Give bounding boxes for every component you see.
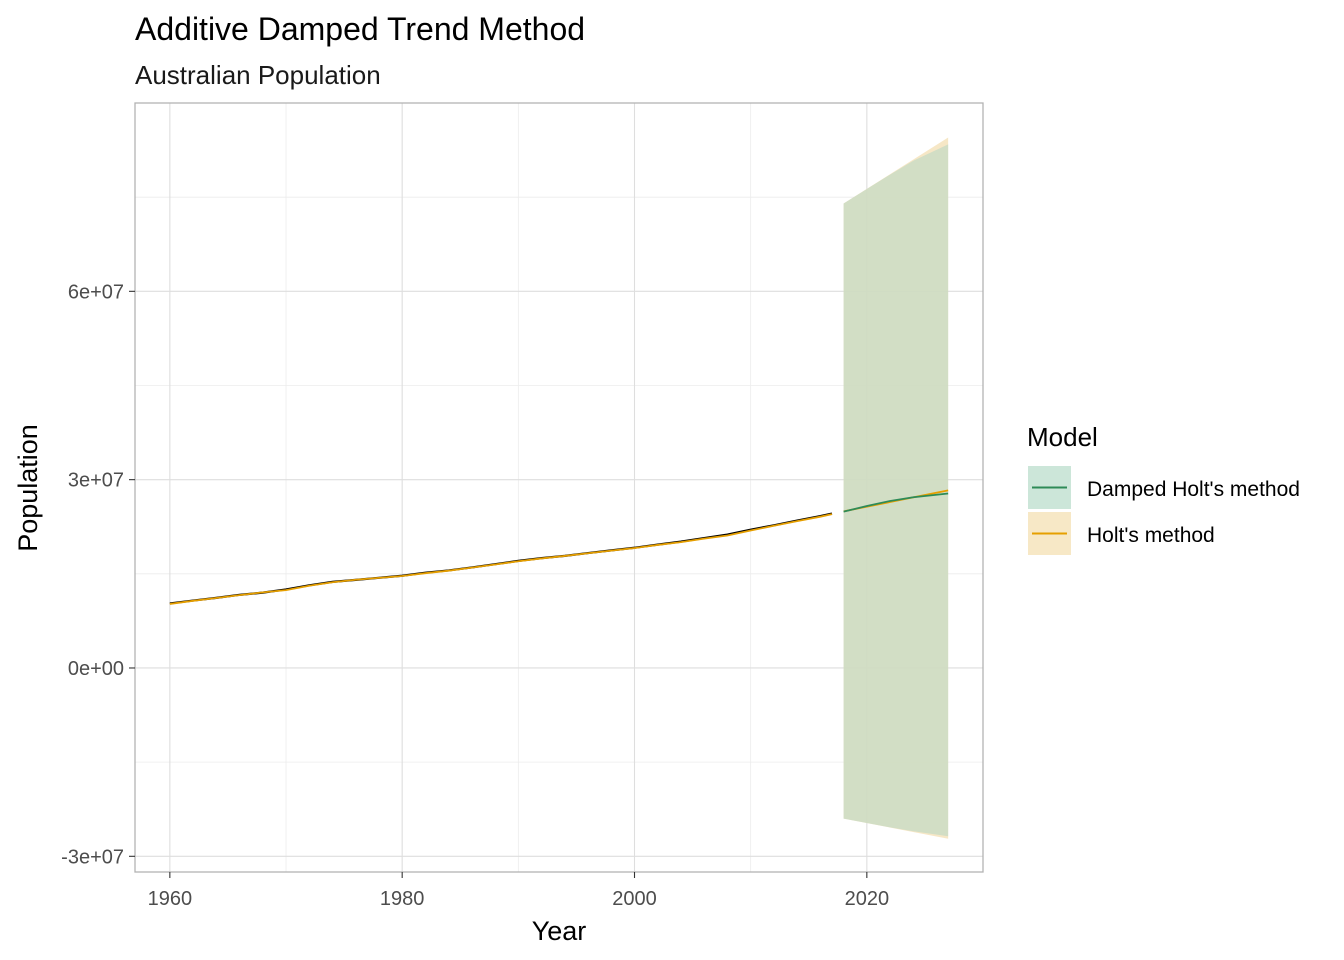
chart-title: Additive Damped Trend Method (135, 11, 585, 47)
y-axis-ticks: -3e+07 0e+00 3e+07 6e+07 (61, 281, 135, 868)
panel-border (134, 102, 984, 873)
y-tick-label: 3e+07 (68, 470, 124, 492)
x-tick-label: 2000 (612, 888, 657, 910)
legend-label-holt: Holt's method (1087, 524, 1215, 547)
x-tick-label: 1980 (380, 888, 425, 910)
legend: Model Damped Holt's method Holt's method (1027, 422, 1300, 555)
history-line (169, 512, 833, 605)
y-tick-label: 0e+00 (68, 658, 124, 680)
series-lines (169, 489, 949, 605)
legend-label-damped: Damped Holt's method (1087, 478, 1300, 501)
damped-forecast-band (843, 144, 949, 837)
legend-item-damped: Damped Holt's method (1028, 466, 1300, 509)
legend-item-holt: Holt's method (1028, 512, 1215, 555)
y-tick-label: 6e+07 (68, 281, 124, 303)
damped-forecast-line (843, 492, 949, 513)
x-axis-title: Year (532, 916, 587, 946)
x-tick-label: 2020 (845, 888, 890, 910)
y-tick-label: -3e+07 (61, 846, 124, 868)
holt-fitted-line (169, 513, 833, 605)
forecast-bands (843, 137, 949, 839)
x-tick-label: 1960 (148, 888, 193, 910)
legend-title: Model (1027, 422, 1098, 452)
x-axis-ticks: 1960 1980 2000 2020 (148, 872, 889, 910)
chart-subtitle: Australian Population (135, 60, 381, 90)
y-axis-title: Population (13, 424, 43, 552)
